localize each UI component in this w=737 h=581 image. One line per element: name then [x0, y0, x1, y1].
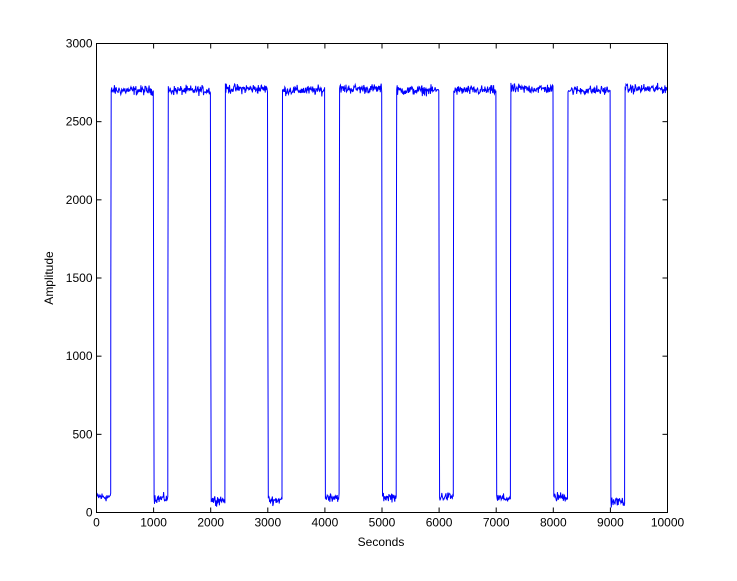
y-tick-label: 2500: [66, 115, 93, 129]
x-tick-label: 5000: [369, 516, 396, 530]
x-axis-label: Seconds: [358, 535, 405, 549]
x-tick-label: 6000: [426, 516, 453, 530]
series-line: [96, 82, 668, 508]
axes-box: [96, 43, 668, 513]
y-tick-label: 500: [72, 427, 92, 441]
y-tick-label: 3000: [66, 37, 93, 51]
x-tick-label: 4000: [312, 516, 339, 530]
x-tick-label: 3000: [254, 516, 281, 530]
x-tick-label: 1000: [140, 516, 167, 530]
x-tick-label: 9000: [597, 516, 624, 530]
y-tick-label: 1500: [66, 271, 93, 285]
y-tick-label: 0: [86, 506, 93, 520]
x-tick-label: 0: [93, 516, 100, 530]
y-tick-label: 1000: [66, 349, 93, 363]
x-tick-label: 2000: [197, 516, 224, 530]
x-tick-label: 10000: [651, 516, 685, 530]
x-tick-label: 7000: [483, 516, 510, 530]
x-tick-label: 8000: [540, 516, 567, 530]
y-axis-label: Amplitude: [42, 251, 56, 305]
y-tick-label: 2000: [66, 193, 93, 207]
